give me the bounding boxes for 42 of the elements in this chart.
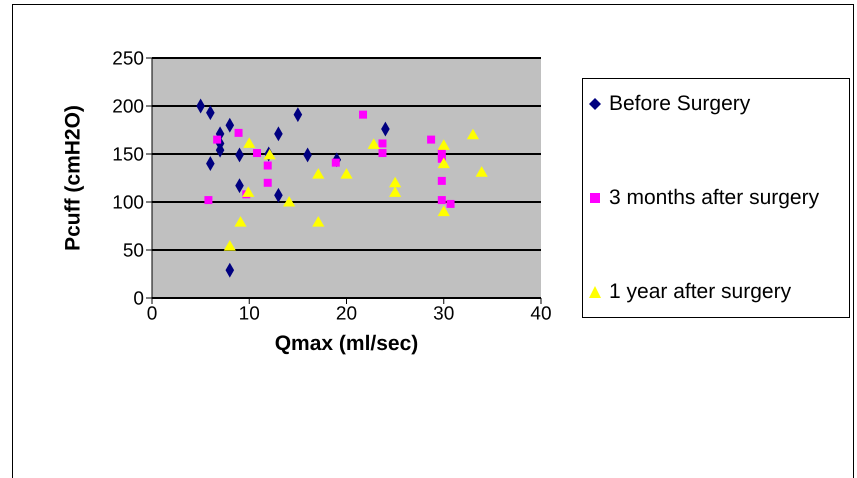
point (446, 200, 455, 208)
x-tick-label: 40 (530, 303, 552, 324)
y-tick-label: 150 (112, 144, 144, 166)
point (264, 162, 272, 170)
point (438, 196, 446, 204)
point (253, 149, 262, 158)
point (264, 178, 272, 187)
legend-label: Before Surgery (609, 91, 752, 117)
legend-label: 1 year after surgery (609, 279, 792, 305)
point (242, 186, 254, 197)
y-tick-label: 0 (133, 288, 144, 310)
point (378, 149, 386, 158)
point (427, 136, 436, 144)
legend-label: 3 months after surgery (609, 185, 820, 211)
point (234, 128, 243, 137)
point (389, 176, 402, 188)
point (438, 176, 446, 185)
point (213, 136, 222, 144)
y-tick-label: 250 (112, 48, 144, 70)
x-tick-label: 10 (238, 303, 260, 324)
point (359, 110, 368, 119)
point (204, 196, 212, 204)
point (476, 166, 488, 177)
x-axis-title: Qmax (ml/sec) (274, 332, 418, 355)
point (389, 186, 402, 197)
x-tick-label: 0 (146, 303, 158, 324)
point (438, 158, 450, 168)
point (332, 158, 340, 167)
y-tick-label: 200 (112, 96, 144, 118)
point (312, 216, 324, 227)
point (224, 240, 236, 251)
point (438, 206, 450, 216)
y-axis-title: Pcuff (cmH2O) (61, 105, 84, 251)
point (340, 168, 353, 179)
x-tick-label: 20 (336, 303, 358, 324)
point (312, 168, 324, 179)
y-tick-label: 50 (122, 240, 144, 262)
x-tick-label: 30 (433, 303, 454, 324)
point (234, 216, 247, 227)
y-tick-label: 100 (112, 192, 144, 214)
point (378, 139, 386, 148)
point (283, 196, 296, 206)
